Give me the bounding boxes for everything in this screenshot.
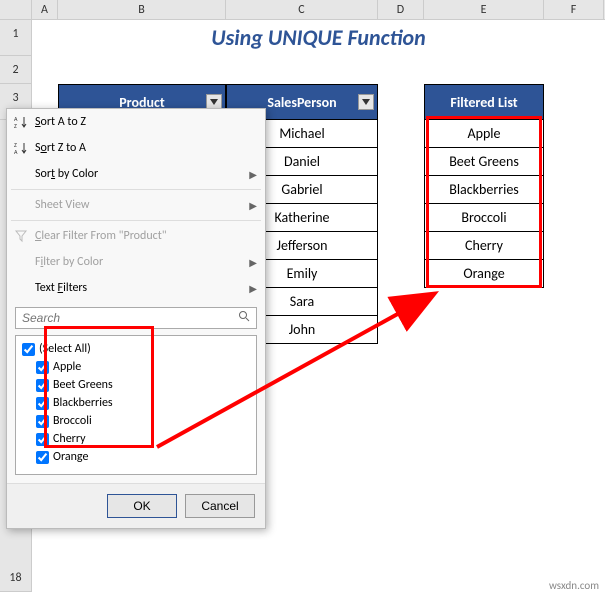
filter-search-input[interactable] xyxy=(22,311,238,325)
check-item-label: Broccoli xyxy=(53,414,92,428)
checkbox[interactable] xyxy=(36,397,49,410)
menu-text-filters-label: Text Filters xyxy=(35,281,87,295)
spacer-row-2 xyxy=(32,56,605,84)
cell-filtered[interactable]: Blackberries xyxy=(424,176,544,204)
check-item[interactable]: Apple xyxy=(22,358,250,376)
col-header-C[interactable]: C xyxy=(226,0,378,19)
menu-sort-az-label: Sort A to Z xyxy=(35,115,86,129)
sort-az-icon: AZ xyxy=(13,114,29,130)
chevron-right-icon: ▶ xyxy=(249,168,257,181)
svg-text:A: A xyxy=(14,148,18,155)
menu-sort-az[interactable]: AZ Sort A to Z xyxy=(7,109,265,135)
watermark: wsxdn.com xyxy=(549,579,599,592)
check-item-label: Cherry xyxy=(53,432,86,446)
menu-clear-filter: Clear Filter From "Product" xyxy=(7,223,265,249)
menu-sort-za[interactable]: ZA Sort Z to A xyxy=(7,135,265,161)
check-item[interactable]: Broccoli xyxy=(22,412,250,430)
select-all-corner[interactable] xyxy=(0,0,32,19)
menu-clear-filter-label: Clear Filter From "Product" xyxy=(35,229,167,243)
filter-check-list: (Select All) Apple Beet Greens Blackberr… xyxy=(15,335,257,475)
cancel-button[interactable]: Cancel xyxy=(185,494,255,518)
chevron-right-icon: ▶ xyxy=(249,256,257,269)
checkbox[interactable] xyxy=(36,361,49,374)
menu-sheet-view-label: Sheet View xyxy=(35,198,89,212)
header-salesperson-label: SalesPerson xyxy=(267,94,336,111)
check-item[interactable]: Blackberries xyxy=(22,394,250,412)
column-headers-row: A B C D E F xyxy=(0,0,605,20)
cell-filtered[interactable]: Apple xyxy=(424,120,544,148)
filter-dropdown-menu: AZ Sort A to Z ZA Sort Z to A Sort by Co… xyxy=(6,108,266,529)
checkbox[interactable] xyxy=(36,379,49,392)
col-header-B[interactable]: B xyxy=(58,0,226,19)
checkbox[interactable] xyxy=(36,451,49,464)
header-filtered-label: Filtered List xyxy=(450,94,517,111)
check-select-all-label: (Select All) xyxy=(39,342,91,356)
menu-text-filters[interactable]: Text Filters ▶ xyxy=(7,275,265,301)
row-header-18[interactable]: 18 xyxy=(0,564,32,592)
menu-filter-color-label: Filter by Color xyxy=(35,255,103,269)
col-header-F[interactable]: F xyxy=(544,0,604,19)
check-item-label: Beet Greens xyxy=(53,378,113,392)
row-header-2[interactable]: 2 xyxy=(0,56,32,84)
page-title: Using UNIQUE Function xyxy=(32,20,605,56)
clear-filter-icon xyxy=(13,228,29,244)
menu-sheet-view: Sheet View ▶ xyxy=(7,192,265,218)
col-header-D[interactable]: D xyxy=(378,0,424,19)
sort-za-icon: ZA xyxy=(13,140,29,156)
check-item-label: Orange xyxy=(53,450,88,464)
check-item[interactable]: Orange xyxy=(22,448,250,466)
svg-text:Z: Z xyxy=(14,122,17,129)
header-filtered: Filtered List xyxy=(424,84,544,120)
checkbox[interactable] xyxy=(36,433,49,446)
cell-filtered[interactable]: Beet Greens xyxy=(424,148,544,176)
check-item-label: Apple xyxy=(53,360,81,374)
menu-sort-za-label: Sort Z to A xyxy=(35,141,86,155)
menu-filter-color: Filter by Color ▶ xyxy=(7,249,265,275)
cell-filtered[interactable]: Broccoli xyxy=(424,204,544,232)
cell-filtered[interactable]: Cherry xyxy=(424,232,544,260)
check-item[interactable]: Beet Greens xyxy=(22,376,250,394)
check-select-all[interactable]: (Select All) xyxy=(22,340,250,358)
chevron-right-icon: ▶ xyxy=(249,199,257,212)
menu-sort-color-label: Sort by Color xyxy=(35,167,98,181)
search-icon xyxy=(238,310,250,326)
menu-sort-color[interactable]: Sort by Color ▶ xyxy=(7,161,265,187)
checkbox-select-all[interactable] xyxy=(22,343,35,356)
chevron-right-icon: ▶ xyxy=(249,282,257,295)
col-header-E[interactable]: E xyxy=(424,0,544,19)
col-header-A[interactable]: A xyxy=(32,0,58,19)
chevron-down-icon xyxy=(362,99,370,105)
chevron-down-icon xyxy=(210,99,218,105)
menu-separator xyxy=(11,189,261,190)
checkbox[interactable] xyxy=(36,415,49,428)
check-item-label: Blackberries xyxy=(53,396,113,410)
filter-button-salesperson[interactable] xyxy=(358,94,374,110)
ok-button[interactable]: OK xyxy=(107,494,177,518)
row-header-1[interactable]: 1 xyxy=(0,20,32,56)
check-item[interactable]: Cherry xyxy=(22,430,250,448)
cell-filtered[interactable]: Orange xyxy=(424,260,544,288)
filter-search-box[interactable] xyxy=(15,307,257,329)
menu-separator xyxy=(11,220,261,221)
menu-buttons-row: OK Cancel xyxy=(7,483,265,528)
